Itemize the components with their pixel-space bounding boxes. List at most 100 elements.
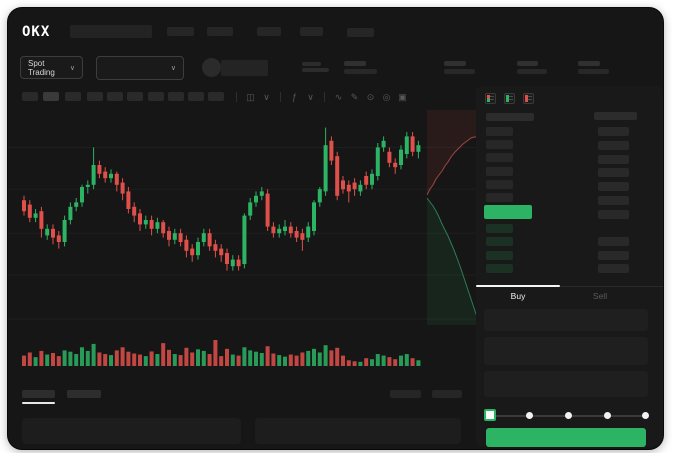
tab-sell[interactable]: Sell (592, 291, 608, 301)
pair-name-block (221, 60, 268, 76)
book-bid-price[interactable] (486, 251, 513, 260)
slider-stop-100[interactable] (642, 412, 649, 419)
timeframe-button[interactable] (148, 92, 164, 101)
orders-tab[interactable] (67, 390, 101, 398)
draw-tool-icon[interactable]: ✎ (350, 92, 359, 102)
orders-tab-underline (22, 402, 55, 404)
book-icon-colorbar (506, 95, 509, 102)
book-ask-amount[interactable] (598, 196, 629, 205)
book-ask-amount[interactable] (598, 168, 629, 177)
amount-slider-handle[interactable] (484, 409, 496, 421)
book-icon-colorbar (487, 95, 490, 102)
timeframe-button[interactable] (22, 92, 38, 101)
book-bids-view-icon[interactable] (504, 93, 515, 104)
ticker-stat-value (517, 69, 547, 74)
book-bid-price[interactable] (486, 237, 513, 246)
last-price-badge[interactable] (484, 205, 532, 219)
book-ask-price[interactable] (486, 140, 513, 149)
fullscreen-icon[interactable]: ▣ (398, 92, 407, 102)
buy-tab-indicator (476, 285, 560, 287)
topnav-item[interactable] (347, 28, 374, 37)
app-window: OKX Spot Trading ∨ ∨ ◫ ∨ ƒ ∨ ∿ ✎ ⊙ ◎ ▣ Buy Sell (8, 8, 663, 449)
book-ask-price[interactable] (486, 193, 513, 202)
topnav-item[interactable] (300, 27, 323, 36)
candlestick-chart[interactable] (8, 103, 478, 338)
timeframe-button[interactable] (65, 92, 81, 101)
timeframe-button[interactable] (107, 92, 123, 101)
toolbar-divider (324, 92, 325, 102)
book-ask-price[interactable] (486, 127, 513, 136)
line-tool-icon[interactable]: ∿ (334, 92, 343, 102)
camera-icon[interactable]: ⊙ (366, 92, 375, 102)
book-icon-lines (490, 96, 494, 102)
timeframe-button-selected[interactable] (43, 92, 59, 101)
chevron-down-icon: ∨ (69, 64, 75, 72)
book-asks-view-icon[interactable] (523, 93, 534, 104)
book-ask-price[interactable] (486, 153, 513, 162)
chart-type-icon[interactable]: ◫ (246, 92, 255, 102)
timeframe-button[interactable] (127, 92, 143, 101)
book-column-header (594, 112, 637, 120)
pair-select-dropdown[interactable]: ∨ (96, 56, 184, 80)
timeframe-button[interactable] (188, 92, 204, 101)
market-type-dropdown[interactable]: Spot Trading ∨ (20, 56, 83, 79)
book-column-header (486, 113, 534, 121)
slider-stop-50[interactable] (565, 412, 572, 419)
okx-logo[interactable]: OKX (22, 24, 51, 40)
chevron-down-icon: ∨ (170, 65, 176, 72)
timeframe-button[interactable] (208, 92, 224, 101)
settings-icon[interactable]: ◎ (382, 92, 391, 102)
buy-submit-button[interactable] (486, 428, 646, 447)
topnav-item[interactable] (207, 27, 233, 36)
pair-subtext-line (302, 68, 329, 72)
volume-chart (22, 340, 421, 366)
book-ask-price[interactable] (486, 180, 513, 189)
book-ask-amount[interactable] (598, 141, 629, 150)
indicators-icon[interactable]: ƒ (291, 92, 297, 102)
timeframe-button[interactable] (168, 92, 184, 101)
book-bid-price[interactable] (486, 224, 513, 233)
topnav-item[interactable] (257, 27, 281, 36)
topnav-item[interactable] (167, 27, 194, 36)
book-ask-amount[interactable] (598, 155, 629, 164)
slider-stop-25[interactable] (526, 412, 533, 419)
form-input-field[interactable] (484, 309, 648, 331)
book-bid-price[interactable] (486, 264, 513, 273)
book-combined-view-icon[interactable] (485, 93, 496, 104)
book-ask-amount[interactable] (598, 182, 629, 191)
book-bid-amount[interactable] (598, 251, 629, 260)
book-icon-colorbar (525, 95, 528, 102)
book-ask-price[interactable] (486, 167, 513, 176)
book-icon-lines (528, 96, 532, 102)
book-tabbar-divider (476, 286, 663, 287)
timeframe-button[interactable] (87, 92, 103, 101)
book-icon-lines (509, 96, 513, 102)
book-bid-amount[interactable] (598, 237, 629, 246)
ticker-stat-label (517, 61, 538, 66)
form-input-field[interactable] (484, 337, 648, 365)
book-ask-amount[interactable] (598, 127, 629, 136)
indicators-chevron-icon[interactable]: ∨ (307, 92, 314, 102)
market-type-label: Spot Trading (28, 58, 55, 77)
chart-type-chevron-icon[interactable]: ∨ (263, 92, 270, 102)
toolbar-divider (280, 92, 281, 102)
ticker-stat-value (444, 69, 475, 74)
pair-subtext-line (302, 62, 321, 66)
logo-wordmark-block (70, 25, 152, 38)
orders-tab[interactable] (22, 390, 55, 398)
orders-filter-block[interactable] (390, 390, 421, 398)
chart-toolbar-icons: ◫ ∨ ƒ ∨ ∿ ✎ ⊙ ◎ ▣ (232, 91, 409, 103)
coin-avatar (202, 58, 221, 77)
orders-table-panel (255, 418, 461, 444)
tab-buy[interactable]: Buy (510, 291, 526, 301)
book-ask-amount[interactable] (598, 210, 629, 219)
depth-chart[interactable] (427, 105, 477, 333)
ticker-stat-value (344, 69, 377, 74)
orders-filter-block[interactable] (432, 390, 462, 398)
form-input-field[interactable] (484, 371, 648, 397)
orders-table-panel (22, 418, 241, 444)
ticker-stat-label (444, 61, 466, 66)
book-bid-amount[interactable] (598, 264, 629, 273)
slider-stop-75[interactable] (604, 412, 611, 419)
ticker-stat-label (578, 61, 600, 66)
